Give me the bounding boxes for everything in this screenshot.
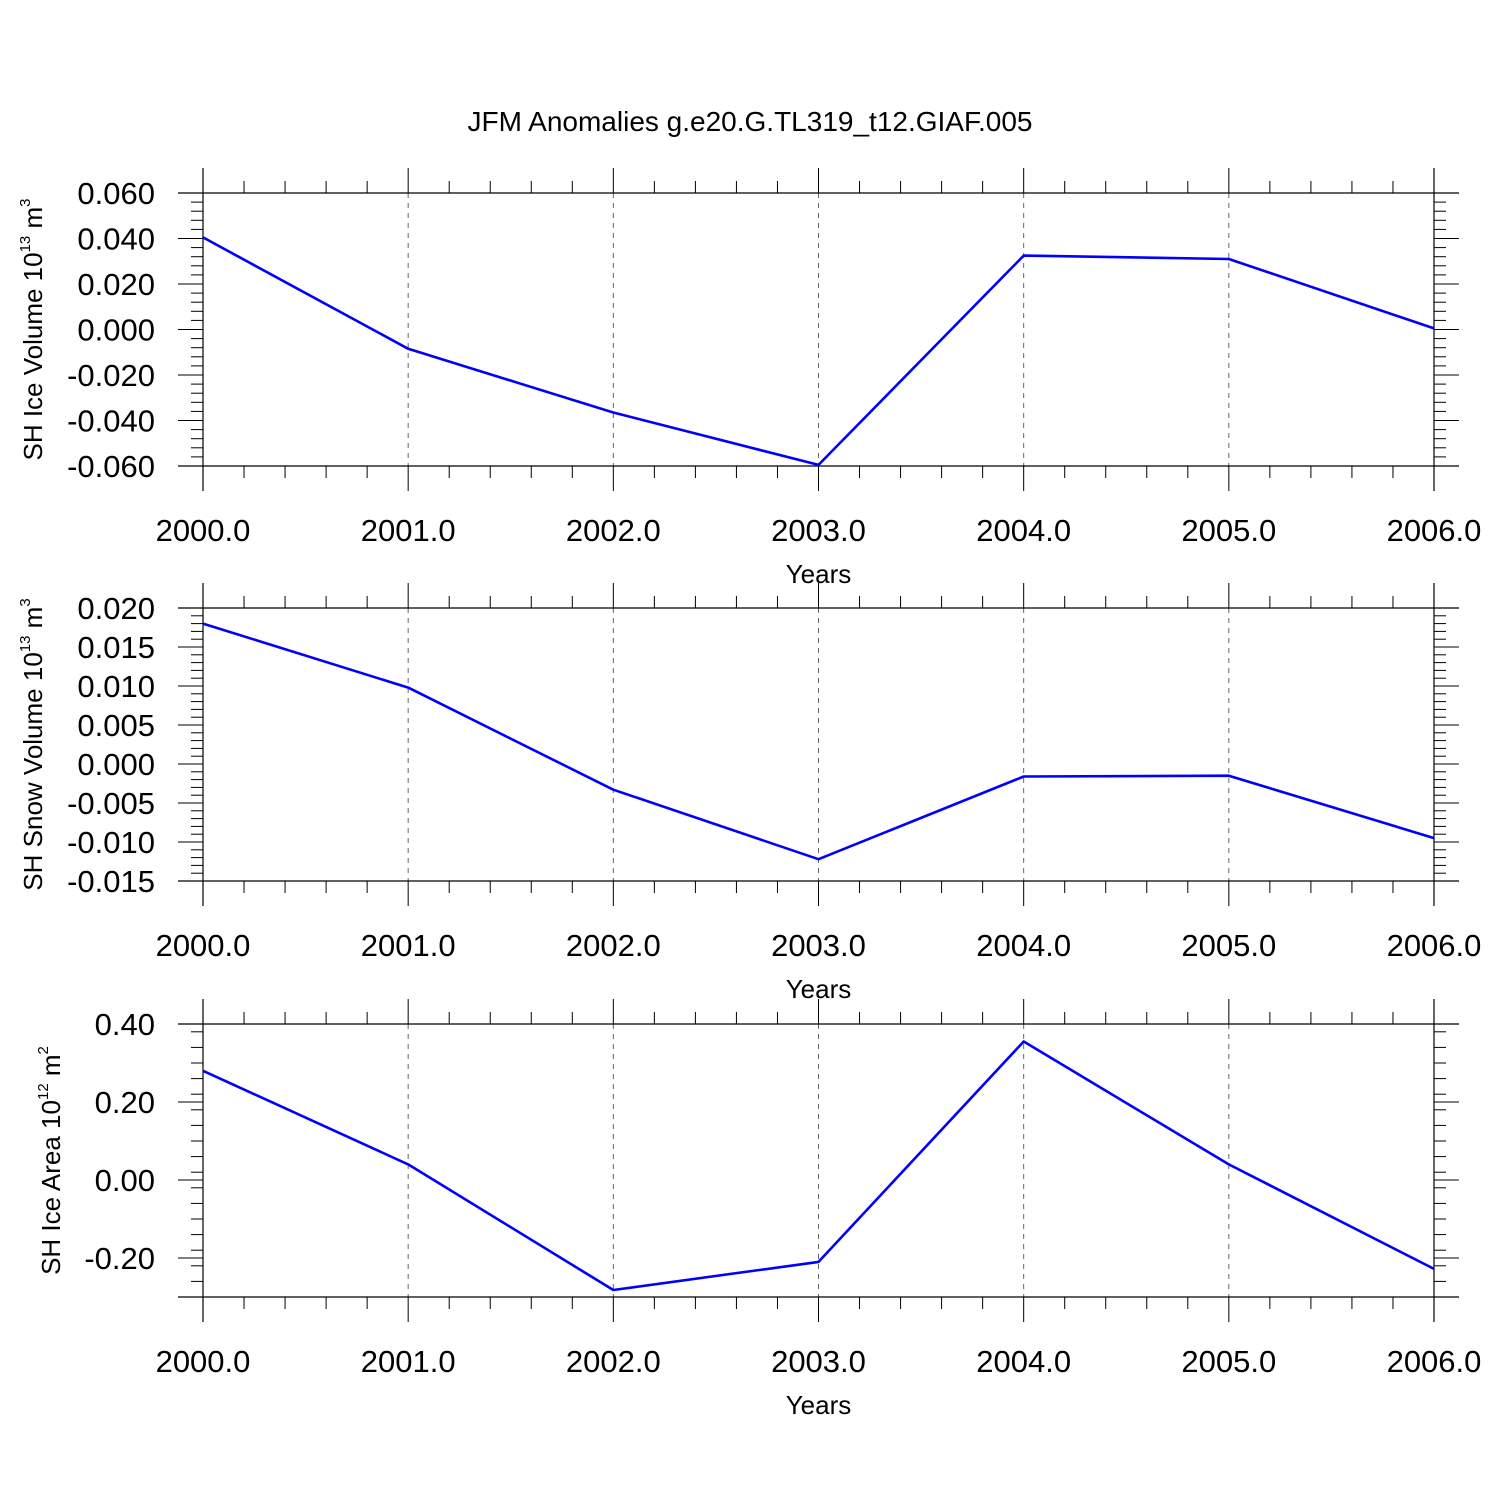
x-tick-label: 2005.0 bbox=[1181, 1344, 1276, 1379]
x-tick-label: 2003.0 bbox=[771, 928, 866, 963]
x-tick-label: 2002.0 bbox=[566, 1344, 661, 1379]
x-tick-label: 2001.0 bbox=[361, 513, 456, 548]
x-axis-label: Years bbox=[786, 1390, 852, 1420]
panel-3: 2000.0 2001.0 2002.0 2003.0 2004.0 2005.0 2006… bbox=[35, 999, 1481, 1420]
x-tick-label: 2004.0 bbox=[976, 928, 1071, 963]
x-tick-label: 2000.0 bbox=[156, 928, 251, 963]
y-tick-label: 0.00 bbox=[95, 1163, 155, 1198]
y-tick-label: 0.015 bbox=[77, 630, 155, 665]
y-tick-label: 0.20 bbox=[95, 1085, 155, 1120]
panel-2: 2000.0 2001.0 2002.0 2003.0 2004.0 2005.0 2006… bbox=[17, 583, 1481, 1004]
panels: 2000.0 2001.0 2002.0 2003.0 2004.0 2005.0 2006… bbox=[17, 168, 1481, 1420]
x-tick-label: 2001.0 bbox=[361, 928, 456, 963]
y-tick-label: 0.005 bbox=[77, 708, 155, 743]
x-tick-label: 2003.0 bbox=[771, 1344, 866, 1379]
x-tick-label: 2003.0 bbox=[771, 513, 866, 548]
x-tick-label: 2006.0 bbox=[1387, 1344, 1482, 1379]
x-tick-label: 2005.0 bbox=[1181, 928, 1276, 963]
y-tick-label: 0.000 bbox=[77, 313, 155, 348]
y-tick-label: 0.060 bbox=[77, 176, 155, 211]
y-axis-label: SH Snow Volume 1013 m3 bbox=[17, 598, 48, 890]
y-axis-label: SH Ice Volume 1013 m3 bbox=[17, 198, 48, 460]
y-tick-label: -0.005 bbox=[67, 786, 155, 821]
y-tick-label: 0.020 bbox=[77, 591, 155, 626]
x-tick-label: 2001.0 bbox=[361, 1344, 456, 1379]
figure-title: JFM Anomalies g.e20.G.TL319_t12.GIAF.005 bbox=[468, 106, 1033, 137]
x-tick-label: 2005.0 bbox=[1181, 513, 1276, 548]
y-tick-label: 0.000 bbox=[77, 747, 155, 782]
x-tick-label: 2006.0 bbox=[1387, 928, 1482, 963]
y-axis-label: SH Ice Area 1012 m2 bbox=[35, 1046, 66, 1275]
x-tick-label: 2004.0 bbox=[976, 1344, 1071, 1379]
y-tick-label: -0.010 bbox=[67, 825, 155, 860]
y-tick-label: 0.010 bbox=[77, 669, 155, 704]
x-tick-label: 2000.0 bbox=[156, 513, 251, 548]
y-tick-label: -0.020 bbox=[67, 358, 155, 393]
x-tick-label: 2004.0 bbox=[976, 513, 1071, 548]
x-tick-label: 2006.0 bbox=[1387, 513, 1482, 548]
y-tick-label: -0.20 bbox=[84, 1241, 155, 1276]
series-line bbox=[202, 622, 1435, 861]
y-tick-label: 0.040 bbox=[77, 222, 155, 257]
x-tick-label: 2000.0 bbox=[156, 1344, 251, 1379]
x-tick-label: 2002.0 bbox=[566, 513, 661, 548]
series-line bbox=[202, 236, 1435, 467]
y-tick-label: 0.40 bbox=[95, 1007, 155, 1042]
panel-1: 2000.0 2001.0 2002.0 2003.0 2004.0 2005.0 2006… bbox=[17, 168, 1481, 589]
x-tick-label: 2002.0 bbox=[566, 928, 661, 963]
y-tick-label: -0.040 bbox=[67, 404, 155, 439]
y-tick-label: -0.015 bbox=[67, 864, 155, 899]
y-tick-label: 0.020 bbox=[77, 267, 155, 302]
y-tick-label: -0.060 bbox=[67, 449, 155, 484]
